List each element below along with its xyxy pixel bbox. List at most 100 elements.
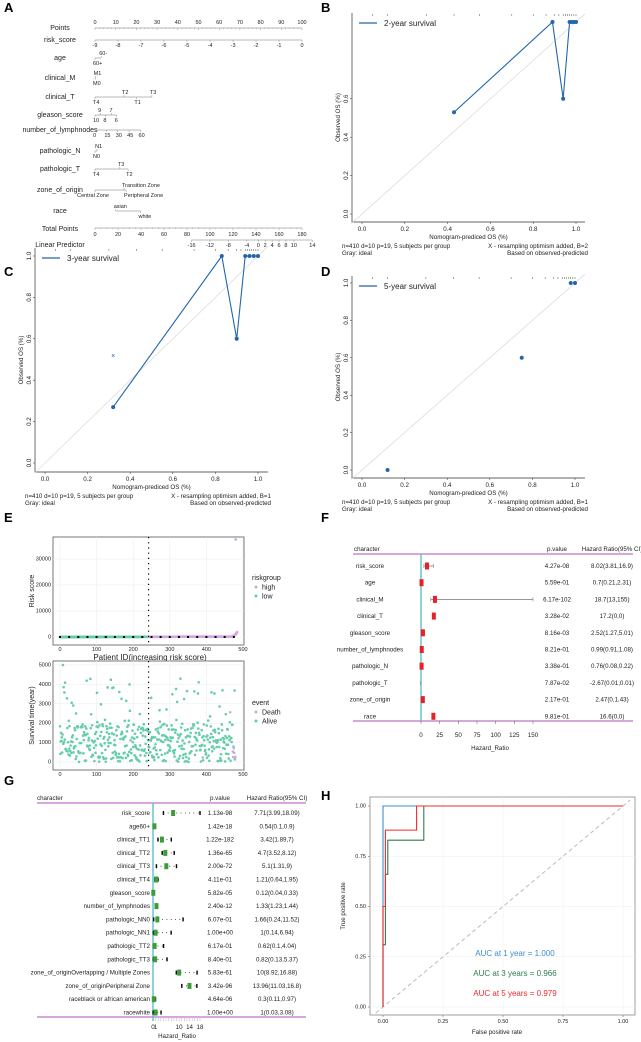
survival-point [89,726,93,730]
survival-point [59,752,62,756]
survival-point [173,748,177,752]
row-hazard-ratio: 8.02(3.81,16.9) [591,563,633,570]
hazard-ratio-box [151,996,156,1003]
y-axis-label: Observed OS (%) [335,93,342,142]
variable-tick-label: T2 [126,172,132,178]
row-label: pathologic_TT3 [107,956,150,963]
ci-end [155,864,158,869]
survival-point [70,736,74,739]
points-tick-label: 100 [297,20,306,26]
survival-point [68,754,72,757]
survival-point [94,744,98,747]
baseline-marker [132,636,135,638]
x-tick-label: 0.8 [529,226,538,233]
y-tick-label: 0.4 [26,375,33,384]
ci-end [152,917,155,922]
survival-point [138,760,141,763]
nomogram-variable-label: risk_score [44,37,76,44]
survival-point [86,732,89,736]
points-tick-label: 20 [133,20,139,26]
baseline-marker [113,636,116,638]
survival-point [98,724,101,727]
survival-point [137,725,141,729]
survival-point [105,731,109,734]
x-axis-label: Patient ID(increasing risk score) [93,653,207,662]
y-tick-label: 0.4 [343,132,350,141]
legend-marker [254,719,258,723]
survival-point [113,738,116,742]
survival-point [200,743,204,747]
calibration-point [568,281,573,285]
row-pvalue: 1.42e-18 [208,823,233,830]
linear-predictor-label: Linear Predictor [35,242,85,249]
survival-point [71,704,75,707]
footnote-left: n=410 d=10 p=19, 5 subjects per group [25,493,134,500]
row-hazard-ratio: 0.54(0.1,0.9) [259,823,294,830]
survival-point [187,760,190,764]
survival-point [130,758,134,762]
survival-point [91,754,95,757]
y-tick-label: 0.6 [26,334,33,343]
hazard-ratio-box [154,876,159,883]
y-tick-label: 0.4 [343,390,350,399]
baseline-marker [123,636,126,638]
survival-point [117,690,121,694]
survival-point [120,732,124,735]
survival-point [76,725,80,729]
survival-point [85,727,88,730]
header-pvalue: p.value [547,546,568,553]
survival-point [224,752,228,755]
survival-point [225,736,229,740]
survival-point [92,746,96,750]
survival-point [166,751,169,754]
x-tick-label: 125 [509,732,520,739]
x-axis-label: Nomogram-prediced OS (%) [112,484,190,491]
survival-point [139,731,143,735]
survival-point [220,723,224,726]
row-hazard-ratio: 13.96(11.03,16.8) [253,983,301,990]
y-tick-label: 0.6 [343,94,350,103]
row-pvalue: 8.21e-01 [545,647,570,654]
survival-point [168,749,172,753]
ci-end [173,850,175,855]
survival-point [183,728,187,732]
calibration-point [247,254,252,258]
header-character: character [37,795,63,802]
ideal-line [351,273,586,480]
x-tick-label: 1.0 [254,476,263,483]
calibration-point [519,355,524,360]
survival-point [83,725,87,728]
survival-point [189,731,192,735]
resampling-x-mark: × [111,353,115,360]
total-points-tick-label: 180 [297,232,306,238]
survival-point [124,699,128,703]
survival-point [153,746,157,749]
survival-point [59,731,63,735]
nomogram-variable-label: zone_of_origin [37,187,83,194]
x-tick-label: 0.2 [400,482,409,489]
row-label: risk_score [122,810,151,817]
x-tick-label: 0.8 [528,482,537,489]
row-label: pathologic_T [352,680,388,687]
survival-point [157,756,160,759]
variable-tick-label: T3 [150,90,156,96]
hazard-ratio-box [153,929,158,936]
points-axis-label: Points [50,25,70,32]
survival-point [229,736,233,740]
survival-point [107,744,110,748]
risk-panel-e-bottom: 0 100 200 300 400 500010002000300040005000Sur… [29,660,281,778]
survival-point [211,744,214,748]
variable-tick-label: M1 [94,71,102,77]
baseline-marker [159,636,162,638]
row-label: zone_of_originPeripheral Zone [65,983,150,990]
variable-tick-label: -6 [161,43,166,49]
survival-point [180,744,184,747]
row-pvalue: 8.40e-01 [208,956,233,963]
x-tick-label: 0.0 [358,482,367,489]
survival-point [232,751,236,755]
footnote-right: X - resampling optimism added, B=2 [488,243,588,250]
hazard-ratio-box [431,612,436,620]
survival-point [163,752,167,755]
x-tick-label: 14 [186,1024,193,1031]
